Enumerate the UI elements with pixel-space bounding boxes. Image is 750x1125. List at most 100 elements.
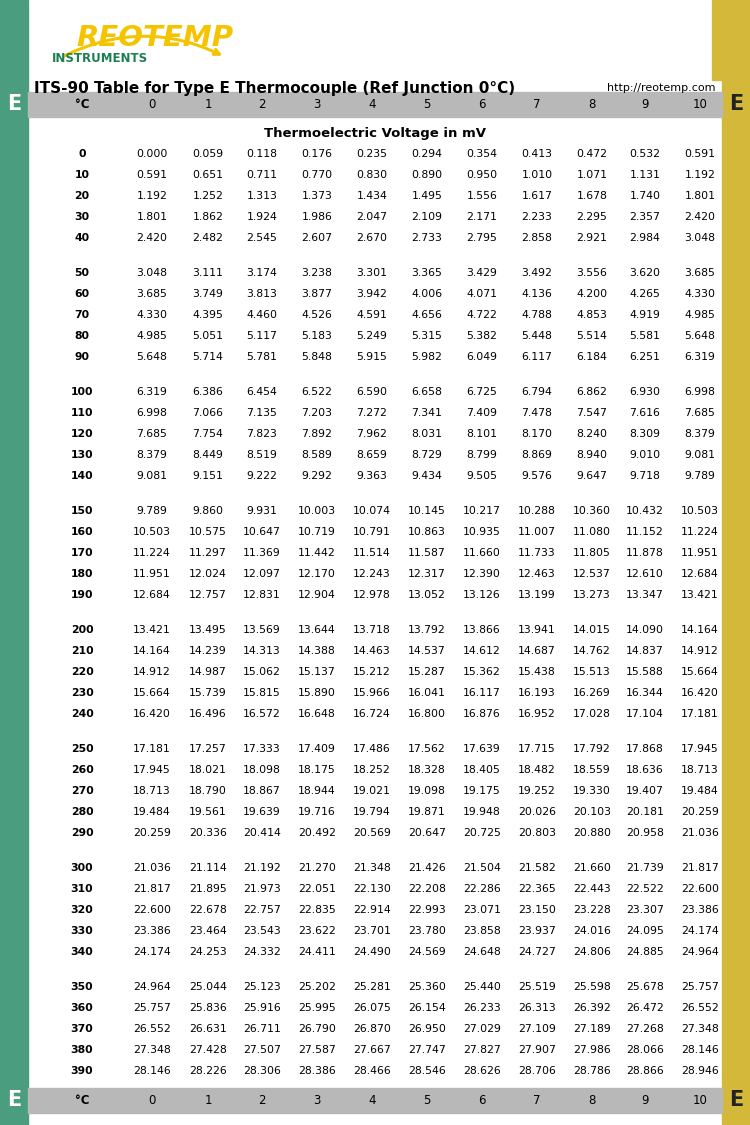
- Text: 4.330: 4.330: [685, 289, 716, 299]
- Text: 230: 230: [70, 688, 93, 699]
- Bar: [712, 0, 750, 80]
- Text: 23.071: 23.071: [463, 906, 501, 916]
- Text: 11.224: 11.224: [681, 526, 718, 537]
- Text: 14.239: 14.239: [189, 646, 226, 656]
- Text: 22.443: 22.443: [573, 884, 610, 894]
- Text: 16.420: 16.420: [681, 688, 719, 699]
- Text: 9.576: 9.576: [521, 471, 553, 482]
- Text: °C: °C: [75, 1094, 89, 1107]
- Text: 27.587: 27.587: [298, 1045, 336, 1055]
- Text: 8.729: 8.729: [412, 450, 442, 460]
- Text: 14.912: 14.912: [134, 667, 171, 677]
- Text: 9.434: 9.434: [412, 471, 442, 482]
- Text: 20.492: 20.492: [298, 828, 336, 838]
- Text: 23.937: 23.937: [518, 926, 556, 936]
- Text: 3.749: 3.749: [193, 289, 224, 299]
- Text: 20.026: 20.026: [518, 808, 556, 817]
- Text: 18.944: 18.944: [298, 786, 336, 796]
- Text: 6.590: 6.590: [356, 387, 388, 397]
- Text: 22.286: 22.286: [463, 884, 501, 894]
- Text: 220: 220: [70, 667, 93, 677]
- Text: 24.016: 24.016: [573, 926, 611, 936]
- Text: 3.813: 3.813: [247, 289, 278, 299]
- Text: 19.716: 19.716: [298, 808, 336, 817]
- Text: 0: 0: [78, 148, 86, 159]
- Text: 0: 0: [148, 1094, 156, 1107]
- Text: 26.870: 26.870: [353, 1024, 391, 1034]
- Text: 0.950: 0.950: [466, 170, 497, 180]
- Text: 24.332: 24.332: [243, 947, 280, 957]
- Text: 22.914: 22.914: [353, 906, 391, 916]
- Text: 26.552: 26.552: [134, 1024, 171, 1034]
- Text: 19.561: 19.561: [189, 808, 226, 817]
- Text: 23.386: 23.386: [134, 926, 171, 936]
- Text: 9.647: 9.647: [577, 471, 608, 482]
- Text: 2.295: 2.295: [577, 212, 608, 222]
- Text: 6.930: 6.930: [629, 387, 661, 397]
- Text: 9.789: 9.789: [685, 471, 716, 482]
- Text: 20.414: 20.414: [243, 828, 281, 838]
- Text: 180: 180: [70, 569, 93, 579]
- Text: 11.878: 11.878: [626, 548, 664, 558]
- Text: 2.357: 2.357: [629, 212, 661, 222]
- Text: 21.739: 21.739: [626, 863, 664, 873]
- Text: 14.612: 14.612: [463, 646, 501, 656]
- Text: 2.858: 2.858: [521, 233, 553, 243]
- Text: 11.152: 11.152: [626, 526, 664, 537]
- Bar: [28, 1088, 722, 1113]
- Text: 22.365: 22.365: [518, 884, 556, 894]
- Text: 8.659: 8.659: [356, 450, 388, 460]
- Text: 12.390: 12.390: [463, 569, 501, 579]
- Text: 15.739: 15.739: [189, 688, 226, 699]
- Text: 8.869: 8.869: [521, 450, 553, 460]
- Text: 24.806: 24.806: [573, 947, 611, 957]
- Text: 9: 9: [641, 1094, 649, 1107]
- Text: 14.463: 14.463: [353, 646, 391, 656]
- Text: 24.411: 24.411: [298, 947, 336, 957]
- Bar: [28, 92, 722, 117]
- Text: 3.685: 3.685: [685, 268, 716, 278]
- Text: 5: 5: [423, 1094, 430, 1107]
- Text: 18.636: 18.636: [626, 765, 664, 775]
- Text: 260: 260: [70, 765, 93, 775]
- Text: 1.740: 1.740: [629, 191, 661, 200]
- Text: 0.591: 0.591: [685, 148, 716, 159]
- Text: 19.021: 19.021: [353, 786, 391, 796]
- Text: 14.164: 14.164: [681, 624, 718, 634]
- Text: 5.848: 5.848: [302, 352, 332, 362]
- Text: 25.757: 25.757: [681, 982, 718, 992]
- Text: 0.770: 0.770: [302, 170, 332, 180]
- Text: 15.664: 15.664: [134, 688, 171, 699]
- Text: 6.184: 6.184: [577, 352, 608, 362]
- Text: 14.388: 14.388: [298, 646, 336, 656]
- Text: 1.252: 1.252: [193, 191, 224, 200]
- Text: 28.386: 28.386: [298, 1066, 336, 1077]
- Text: 17.104: 17.104: [626, 709, 664, 719]
- Text: 7.135: 7.135: [247, 407, 278, 417]
- Text: 3.048: 3.048: [685, 233, 716, 243]
- Text: 17.181: 17.181: [134, 744, 171, 754]
- Text: 28.786: 28.786: [573, 1066, 610, 1077]
- Text: 130: 130: [70, 450, 93, 460]
- Text: 22.051: 22.051: [298, 884, 336, 894]
- Text: 9.081: 9.081: [685, 450, 716, 460]
- Text: 25.757: 25.757: [134, 1004, 171, 1014]
- Text: 1.373: 1.373: [302, 191, 332, 200]
- Text: 24.174: 24.174: [681, 926, 718, 936]
- Text: 18.559: 18.559: [573, 765, 610, 775]
- Text: 1: 1: [204, 98, 212, 111]
- Text: 1: 1: [204, 1094, 212, 1107]
- Text: 12.684: 12.684: [134, 591, 171, 600]
- Text: 7.685: 7.685: [136, 429, 167, 439]
- Text: 6: 6: [478, 1094, 486, 1107]
- Text: 15.287: 15.287: [408, 667, 446, 677]
- Text: 12.170: 12.170: [298, 569, 336, 579]
- Text: 10.217: 10.217: [463, 506, 501, 515]
- Text: 23.307: 23.307: [626, 906, 664, 916]
- Text: 28.546: 28.546: [408, 1066, 446, 1077]
- Text: 7: 7: [533, 1094, 541, 1107]
- Text: 16.269: 16.269: [573, 688, 610, 699]
- Text: 200: 200: [70, 624, 93, 634]
- Text: 12.317: 12.317: [408, 569, 446, 579]
- Text: 5.117: 5.117: [247, 331, 278, 341]
